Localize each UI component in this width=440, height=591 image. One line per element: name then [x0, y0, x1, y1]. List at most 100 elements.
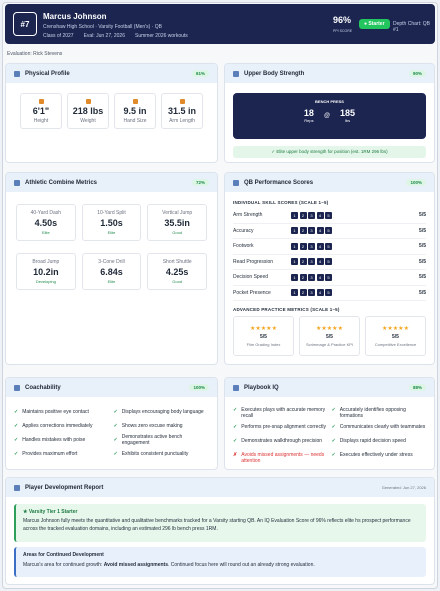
advanced-tile: ★★★★★ 5/5 Scrimmage & Practice KPI — [299, 316, 360, 356]
card-title: Upper Body Strength — [244, 70, 305, 77]
badge: 61% — [191, 70, 209, 77]
combine-grade: Elite — [107, 279, 116, 284]
check-icon: ✓ — [113, 450, 118, 457]
scale-box: 1 — [291, 289, 298, 297]
container: Arm Strength 1 2 3 4 5 5/5 Accuracy 1 2 3 4 5 5/5 Foot… — [233, 208, 426, 301]
combine-value: 10.2in — [33, 267, 59, 277]
container: Player Development Report Generated: Jun … — [6, 478, 434, 497]
skill-row: Decision Speed 1 2 3 4 5 5/5 — [233, 270, 426, 286]
scale-box: 1 — [291, 227, 298, 235]
player-name: Marcus Johnson — [43, 12, 107, 21]
card-title: Coachability — [25, 384, 61, 391]
playbook-item: ✓ Communicates clearly with teammates — [332, 424, 427, 433]
scale-box: 5 — [325, 289, 332, 297]
container: INDIVIDUAL SKILL SCORES (SCALE 1–5) Arm … — [225, 192, 434, 356]
container: 18 Reps @ 185 lbs — [233, 108, 426, 123]
combine-value: 4.50s — [34, 218, 58, 228]
container: 18 Reps — [304, 108, 314, 123]
coach-text: Applies corrections immediately — [22, 422, 93, 429]
coach-text: Provides maximum effort — [22, 450, 78, 457]
bench-title: BENCH PRESS — [315, 99, 344, 104]
scale-box: 5 — [325, 258, 332, 266]
card-title: Player Development Report — [25, 484, 104, 491]
playbook-item: ✓ Performs pre-snap alignment correctly — [233, 424, 328, 433]
score-label: PPI SCORE — [333, 29, 353, 33]
physical-card: Physical Profile 61% 6'1" Height 218 lbs Wei… — [5, 63, 218, 163]
playbook-item: ✓ Executes effectively under stress — [332, 452, 427, 464]
badge: 72% — [191, 179, 209, 186]
meta-item: Summer 2026 workouts — [135, 33, 188, 39]
scale-box: 2 — [299, 258, 307, 266]
metric-tile: 31.5 in Arm Length — [161, 93, 203, 129]
bench-box: BENCH PRESS 18 Reps @ 185 lbs — [233, 93, 426, 139]
combine-label: 40-Yard Dash — [30, 210, 62, 216]
strength-card: Upper Body Strength 90% BENCH PRESS 18 Rep… — [224, 63, 435, 163]
combine-grade: Elite — [41, 230, 50, 235]
check-icon: ✓ — [113, 408, 118, 415]
metric-value: 9.5 in — [123, 105, 147, 116]
combine-value: 35.5in — [164, 218, 190, 228]
playbook-text: Executes plays with accurate memory reca… — [241, 407, 326, 419]
icon — [14, 384, 20, 391]
combine-label: Broad Jump — [32, 259, 60, 265]
icon — [14, 484, 20, 491]
combine-tile: 40-Yard Dash 4.50s Elite — [16, 204, 76, 241]
scale-box: 3 — [308, 289, 315, 297]
scale-box: 2 — [299, 289, 307, 297]
skill-label: Decision Speed — [233, 274, 269, 281]
summary: Marcus Johnson fully meets the quantitat… — [23, 518, 411, 532]
reps: 18 — [303, 108, 314, 118]
badge: 100% — [189, 384, 209, 391]
playbook-text: Performs pre-snap alignment correctly — [241, 424, 326, 430]
coach-text: Maintains positive eye contact — [22, 408, 89, 415]
skill-label: Read Progression — [233, 258, 274, 265]
scale-box: 5 — [325, 211, 332, 219]
combine-tile: 10-Yard Split 1.50s Elite — [81, 204, 142, 241]
card-title: Athletic Combine Metrics — [25, 179, 98, 186]
coach-text: Exhibits consistent punctuality — [121, 450, 189, 457]
skill-label: Arm Strength — [233, 212, 263, 219]
playbook-item: ✓ Displays rapid decision speed — [332, 438, 427, 447]
skill-row: Accuracy 1 2 3 4 5 5/5 — [233, 224, 426, 239]
metric-value: 218 lbs — [72, 105, 104, 116]
container: Upper Body Strength 90% — [225, 64, 434, 83]
coach-item: ✓ Handles mistakes with poise — [14, 435, 110, 444]
weight-label: lbs — [344, 118, 351, 123]
icon — [85, 98, 91, 104]
icon — [179, 98, 185, 104]
icon — [233, 384, 239, 391]
playbook-text: Displays rapid decision speed — [339, 438, 406, 444]
coach-item: ✓ Displays encouraging body language — [114, 407, 210, 416]
metric-label: Height — [33, 117, 49, 124]
coach-text: Shows zero excuse making — [121, 422, 183, 429]
combine-grade: Good — [172, 279, 183, 284]
scale-box: 1 — [291, 258, 298, 266]
check-icon: ✓ — [331, 452, 336, 458]
advanced-tile: ★★★★★ 5/5 Film Grading Index — [233, 316, 294, 356]
card-title: Playbook IQ — [244, 384, 279, 391]
container: 185 lbs — [340, 108, 355, 123]
check-icon: ✓ — [331, 407, 336, 413]
advanced-score: 5/5 — [326, 334, 333, 340]
stars: ★★★★★ — [316, 326, 343, 332]
scale-box: 4 — [316, 258, 324, 266]
check-icon: ✓ — [233, 438, 238, 444]
development-box: Areas for Continued Development Marcus's… — [14, 547, 426, 577]
coach-text: Handles mistakes with poise — [22, 436, 86, 443]
icon — [233, 70, 239, 77]
scale-box: 3 — [308, 273, 315, 281]
combine-tile: Short Shuttle 4.25s Good — [147, 253, 207, 290]
scale-box: 5 — [325, 242, 332, 250]
coach-item: ✓ Maintains positive eye contact — [14, 407, 110, 416]
scale-box: 2 — [299, 242, 307, 250]
skill-score: 5/5 — [419, 274, 426, 281]
check-icon: ✓ — [233, 424, 238, 430]
at: @ — [323, 112, 331, 119]
combine-label: 10-Yard Split — [97, 210, 126, 216]
evaluator: Evaluation: Rick Stevens — [7, 51, 63, 57]
skill-row: Read Progression 1 2 3 4 5 5/5 — [233, 255, 426, 270]
coach-text: Displays encouraging body language — [121, 408, 204, 415]
check-icon: ✓ — [14, 408, 19, 415]
combine-label: Vertical Jump — [162, 210, 193, 216]
check-icon: ✓ — [113, 422, 118, 429]
